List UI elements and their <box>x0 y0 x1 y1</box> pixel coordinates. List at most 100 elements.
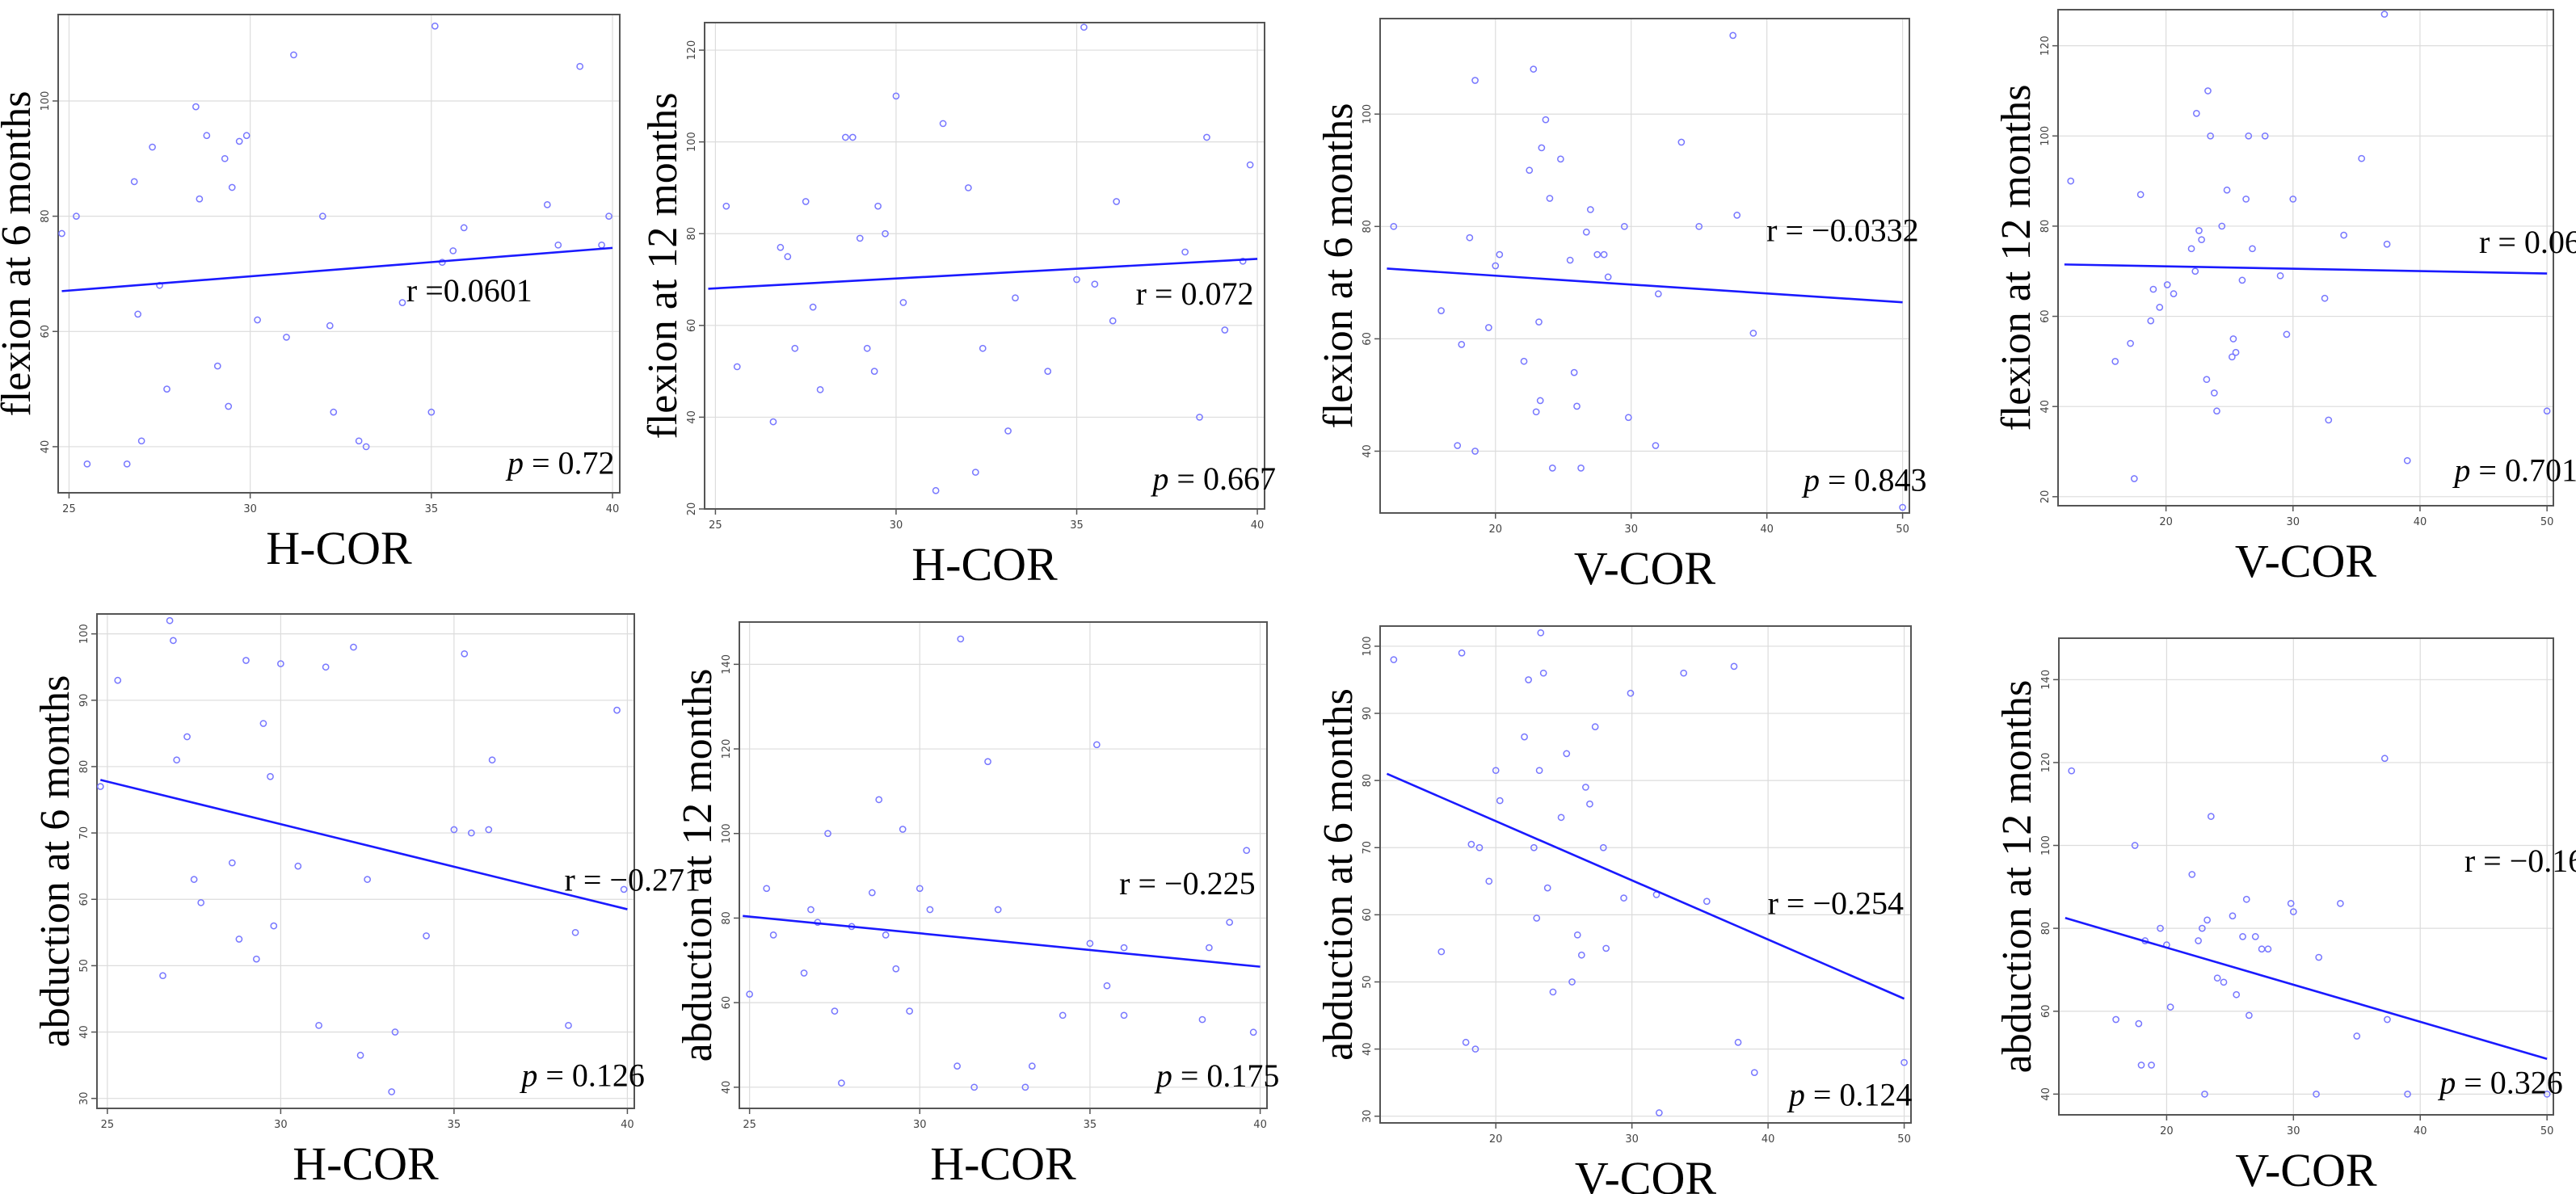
data-point <box>450 826 458 834</box>
data-point <box>1437 948 1446 956</box>
r-value-annotation: r = −0.271 <box>565 862 701 898</box>
data-point <box>1582 228 1590 236</box>
y-tick-label: 120 <box>2039 36 2052 56</box>
data-point <box>2313 1090 2320 1098</box>
data-point <box>2149 285 2157 293</box>
y-tick-label: 20 <box>686 502 698 516</box>
y-tick-label: 40 <box>40 440 52 454</box>
data-point <box>356 1051 364 1059</box>
p-value-text: = 0.72 <box>524 444 615 481</box>
data-point <box>318 212 326 220</box>
data-point <box>1226 919 1234 927</box>
data-point <box>315 1021 322 1029</box>
data-point <box>1546 195 1554 202</box>
data-point <box>488 756 496 764</box>
x-axis-label: H-COR <box>930 1137 1076 1190</box>
x-tick-label: 25 <box>709 519 722 532</box>
y-tick-label: 40 <box>686 410 698 424</box>
y-tick-label: 30 <box>78 1091 90 1105</box>
p-value-annotation: p = 0.72 <box>505 444 615 481</box>
data-point <box>431 22 439 30</box>
p-symbol: p <box>505 444 524 481</box>
data-point <box>1520 357 1528 365</box>
data-point <box>2249 245 2256 253</box>
p-value-text: = 0.126 <box>537 1057 645 1093</box>
y-tick-label: 80 <box>686 227 698 241</box>
x-axis-label: V-COR <box>2235 1144 2376 1194</box>
data-point <box>1206 944 1213 952</box>
data-point <box>2112 1015 2119 1024</box>
data-point <box>965 184 972 191</box>
y-tick-label: 30 <box>1362 1109 1374 1123</box>
p-value-annotation: p = 0.175 <box>1154 1057 1280 1094</box>
data-point <box>1542 116 1550 124</box>
panel-4: 20 30 40 50 20 40 60 80 100 120 r = 0.0643 p = 0.70… <box>1993 9 2576 587</box>
data-point <box>228 859 236 867</box>
data-point <box>2188 871 2196 878</box>
data-point <box>1602 944 1610 952</box>
r-value-annotation: r = −0.225 <box>1119 865 1255 902</box>
data-point <box>197 898 205 906</box>
data-point <box>1243 847 1251 855</box>
y-tick-label: 60 <box>2039 309 2052 323</box>
data-point <box>398 299 406 306</box>
data-point <box>848 133 857 141</box>
y-tick-label: 80 <box>2040 922 2052 935</box>
data-point <box>163 385 170 393</box>
y-axis-label: abduction at 12 months <box>1994 680 2040 1074</box>
data-point <box>1471 77 1479 84</box>
data-point <box>2203 916 2211 924</box>
data-point <box>1543 884 1551 892</box>
data-point <box>1703 898 1711 906</box>
x-tick-label: 40 <box>1251 519 1265 532</box>
x-axis-label: V-COR <box>2235 535 2376 587</box>
data-point <box>2213 974 2221 982</box>
data-point <box>926 906 934 914</box>
data-point <box>1750 1069 1758 1077</box>
data-point <box>228 183 236 191</box>
y-tick-label: 60 <box>721 996 733 1010</box>
data-point <box>183 733 191 741</box>
data-point <box>565 1021 572 1029</box>
data-point <box>899 826 907 833</box>
data-point <box>190 876 198 883</box>
x-axis-label: H-COR <box>266 522 412 574</box>
y-axis-label: flexion at 6 months <box>0 91 40 417</box>
data-point <box>2543 407 2551 415</box>
data-point <box>1734 1038 1742 1046</box>
data-point <box>1624 414 1632 422</box>
data-point <box>130 178 138 186</box>
data-point <box>1627 689 1635 697</box>
data-point <box>1620 222 1628 230</box>
x-tick-label: 35 <box>1070 519 1084 532</box>
panel-5: 25 30 35 40 30 40 50 60 70 80 90 100 r = −0.271 p = 0… <box>32 613 701 1190</box>
data-point <box>1496 797 1504 805</box>
data-point <box>571 928 579 936</box>
data-point <box>1695 222 1703 230</box>
data-point <box>1073 275 1080 284</box>
regression-line <box>2064 263 2548 275</box>
regression-line <box>1387 267 1903 304</box>
data-point <box>159 972 166 980</box>
data-point <box>953 1062 961 1070</box>
regression-line <box>61 246 613 292</box>
y-tick-label: 40 <box>721 1081 733 1095</box>
y-tick-label: 140 <box>721 654 733 675</box>
y-tick-label: 100 <box>40 91 52 111</box>
x-tick-label: 40 <box>2414 1125 2427 1137</box>
data-point <box>134 310 141 318</box>
data-point <box>1485 877 1493 885</box>
data-point <box>1246 161 1254 169</box>
data-point <box>1093 741 1101 749</box>
data-point <box>1557 155 1564 163</box>
x-tick-label: 40 <box>1760 523 1774 536</box>
data-point <box>2213 407 2220 415</box>
data-point <box>971 469 979 476</box>
data-point <box>2201 1090 2208 1098</box>
x-tick-label: 30 <box>1624 523 1638 536</box>
y-axis-label: flexion at 12 months <box>640 93 686 439</box>
data-point <box>449 247 457 254</box>
data-point <box>1577 951 1585 959</box>
data-point <box>784 253 792 260</box>
data-point <box>1536 397 1544 405</box>
